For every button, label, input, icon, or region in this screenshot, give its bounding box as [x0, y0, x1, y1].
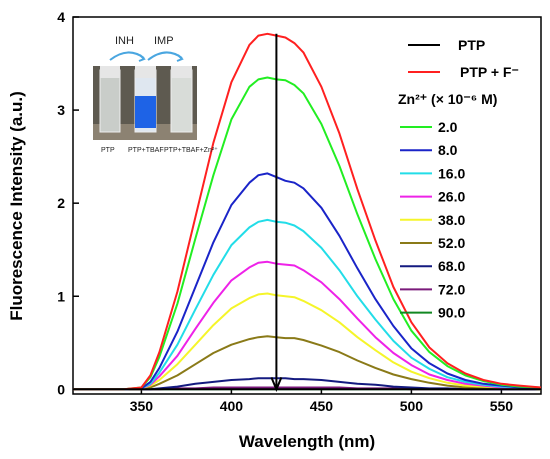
plot-border	[72, 16, 542, 395]
series-line-1	[73, 32, 542, 391]
inset-vial-label-2: PTP+TBAF	[128, 147, 164, 154]
vial-1-cap-icon	[100, 66, 120, 78]
series-line-4	[73, 218, 542, 391]
series-line-6	[73, 292, 542, 391]
vial-2-cap-icon	[135, 66, 156, 78]
series-layer	[73, 32, 542, 391]
legend: PTP PTP + F⁻ Zn²⁺ (× 10⁻⁶ M) 2.0 8.0 16.0 26.0…	[398, 37, 519, 321]
legend-label: 38.0	[438, 212, 465, 228]
arrow-head-icon	[270, 376, 283, 392]
legend-label: 68.0	[438, 258, 465, 274]
inset-vial-label-1: PTP	[101, 147, 115, 154]
y-tick-label: 2	[57, 195, 65, 211]
annotation-layer	[270, 33, 283, 392]
legend-label: 90.0	[438, 305, 465, 321]
vial-1-icon	[99, 69, 121, 133]
vial-3-cap-icon	[171, 66, 192, 78]
legend-label: 16.0	[438, 165, 465, 181]
legend-label: 52.0	[438, 235, 465, 251]
plot-frame	[72, 16, 542, 395]
x-tick-label: 500	[400, 398, 424, 414]
inset-arrow-label-inh: INH	[115, 35, 134, 47]
y-tick-label: 1	[57, 288, 65, 304]
legend-title: Zn²⁺ (× 10⁻⁶ M)	[398, 91, 497, 107]
series-line-7	[73, 335, 542, 391]
legend-label: PTP + F⁻	[460, 64, 519, 80]
vial-photo-inset: INH IMP PTP PTP+TBAF PTP+TBAF+Zn²⁺	[93, 35, 218, 154]
legend-label: 8.0	[438, 142, 458, 158]
y-axis-title: Fluorescence Intensity (a.u.)	[7, 91, 26, 321]
inset-arrow-label-imp: IMP	[154, 35, 174, 47]
x-tick-label: 400	[220, 398, 244, 414]
vial-3-icon	[170, 69, 193, 133]
legend-label: 72.0	[438, 281, 465, 297]
legend-label: PTP	[458, 37, 485, 53]
y-tick-label: 3	[57, 102, 65, 118]
y-tick-label: 4	[57, 9, 65, 25]
x-axis-title: Wavelength (nm)	[239, 432, 375, 451]
vial-2-blue-solution	[135, 96, 156, 128]
series-line-2	[73, 76, 542, 391]
x-tick-label: 550	[490, 398, 514, 414]
axis-ticks: 350 400 450 500 550 0 1 2 3 4	[57, 9, 513, 414]
x-tick-label: 450	[310, 398, 334, 414]
y-tick-label: 0	[57, 381, 65, 397]
x-tick-label: 350	[130, 398, 154, 414]
series-line-3	[73, 172, 542, 391]
legend-label: 26.0	[438, 189, 465, 205]
series-line-5	[73, 260, 541, 391]
inset-vial-label-3: PTP+TBAF+Zn²⁺	[164, 147, 218, 154]
legend-label: 2.0	[438, 119, 458, 135]
